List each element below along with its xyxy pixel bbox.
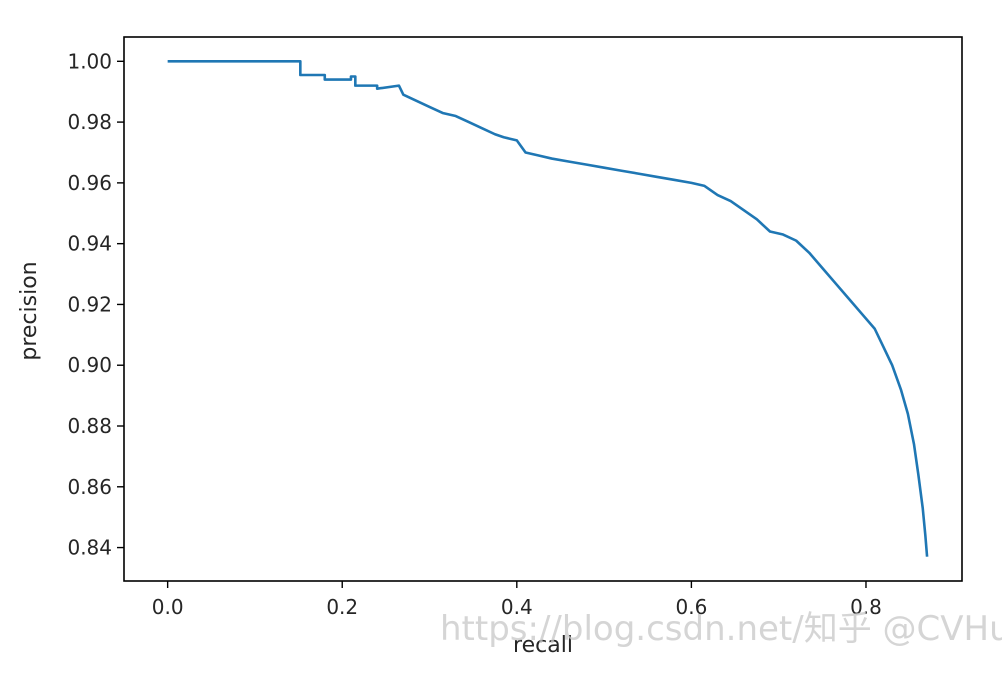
x-axis-ticks: 0.0 0.2 0.4 0.6 0.8	[152, 581, 882, 619]
y-tick-label: 0.92	[67, 292, 112, 316]
y-tick-label: 0.88	[67, 414, 112, 438]
x-tick-label: 0.6	[675, 595, 707, 619]
precision-recall-curve	[167, 60, 929, 557]
x-tick-label: 0.0	[152, 595, 184, 619]
y-tick-label: 0.86	[67, 475, 112, 499]
y-axis-label: precision	[17, 261, 42, 360]
y-tick-label: 0.98	[67, 110, 112, 134]
watermark: https://blog.csdn.net/知乎 @CVHub	[440, 609, 1002, 649]
y-tick-label: 0.96	[67, 171, 112, 195]
y-tick-label: 0.84	[67, 536, 112, 560]
x-tick-label: 0.8	[850, 595, 882, 619]
y-tick-label: 0.94	[67, 232, 112, 256]
plot-frame	[123, 36, 963, 582]
y-tick-label: 0.90	[67, 353, 112, 377]
x-tick-label: 0.2	[326, 595, 358, 619]
x-tick-label: 0.4	[501, 595, 533, 619]
x-axis-label: recall	[513, 633, 573, 658]
y-axis-ticks: 0.84 0.86 0.88 0.90 0.92 0.94 0.96 0.98 1.00	[67, 49, 124, 560]
y-tick-label: 1.00	[67, 49, 112, 73]
